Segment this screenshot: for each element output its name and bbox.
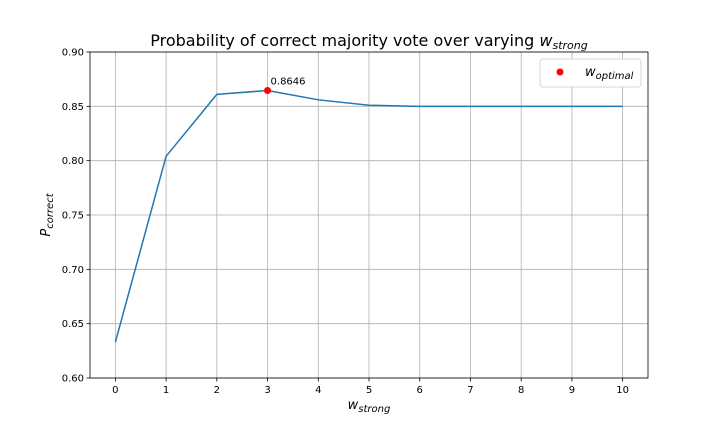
y-tick-label: 0.80 [62, 156, 84, 167]
y-tick-label: 0.70 [62, 265, 84, 276]
plot-frame [89, 51, 649, 379]
chart-title: Probability of correct majority vote ove… [150, 31, 588, 52]
y-axis-label-sub: correct [45, 192, 56, 228]
legend-marker-red-dot [556, 68, 564, 76]
x-axis-ticks: 0 1 2 3 4 5 6 7 8 9 10 [112, 378, 629, 396]
x-tick-label: 8 [518, 385, 524, 396]
y-tick-label: 0.85 [62, 102, 84, 113]
y-axis-label: Pcorrect [39, 192, 56, 236]
chart-title-var: w [539, 31, 553, 50]
x-tick-label: 1 [163, 385, 169, 396]
x-tick-label: 6 [417, 385, 423, 396]
x-axis-label-sub: strong [358, 404, 390, 415]
y-tick-label: 0.90 [62, 48, 84, 59]
highlight-group: 0.8646 [264, 76, 306, 94]
x-tick-label: 0 [112, 385, 118, 396]
optimal-value-label: 0.8646 [271, 76, 306, 87]
series-line [114, 89, 623, 343]
x-tick-label: 2 [214, 385, 220, 396]
legend-entry-sub: optimal [596, 71, 634, 82]
x-tick-label: 3 [264, 385, 270, 396]
x-axis-label-var: w [348, 398, 359, 413]
y-tick-label: 0.75 [62, 211, 84, 222]
chart-title-sub: strong [552, 39, 587, 52]
legend-box [539, 58, 642, 88]
legend-entry-optimal: woptimal [585, 65, 634, 82]
x-tick-label: 9 [569, 385, 575, 396]
y-axis-label-var: P [39, 229, 54, 237]
chart-title-main: Probability of correct majority vote ove… [150, 31, 539, 50]
legend-entry-var: w [585, 65, 596, 80]
x-tick-label: 10 [616, 385, 629, 396]
legend: woptimal [539, 58, 642, 88]
y-axis-ticks: 0.60 0.65 0.70 0.75 0.80 0.85 0.90 [62, 48, 90, 385]
x-tick-label: 5 [366, 385, 372, 396]
x-tick-label: 7 [467, 385, 473, 396]
y-tick-label: 0.60 [62, 374, 84, 385]
x-axis-label: wstrong [348, 398, 391, 415]
optimal-point [264, 86, 272, 94]
series-group [114, 89, 623, 343]
x-tick-label: 4 [315, 385, 321, 396]
y-tick-label: 0.65 [62, 319, 84, 330]
